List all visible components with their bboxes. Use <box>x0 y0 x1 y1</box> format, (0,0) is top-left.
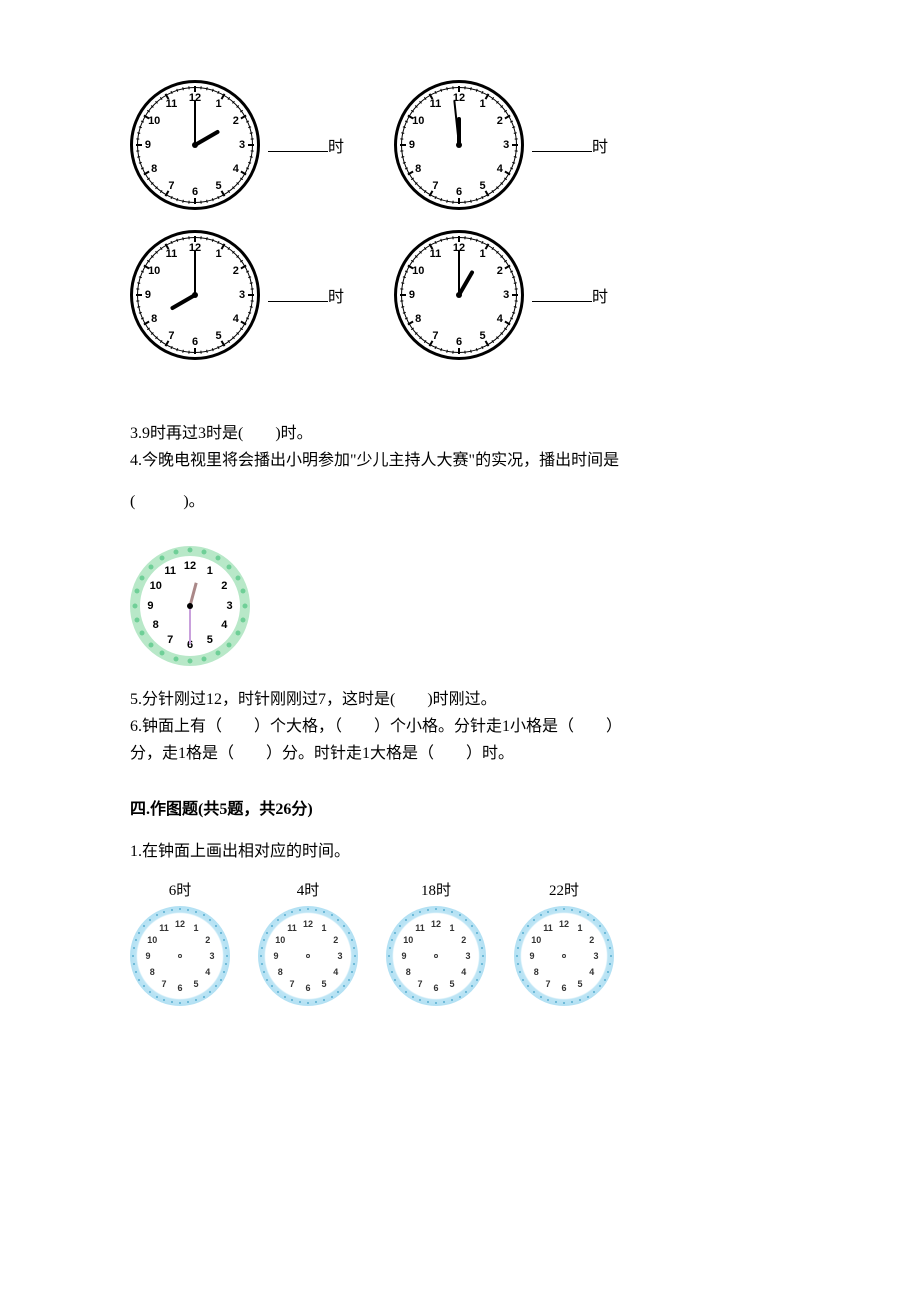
clock-answer-4: 时 <box>532 283 608 307</box>
clock-face-blue-4: 123456789101112 <box>514 906 614 1006</box>
clock-answer-3: 时 <box>268 283 344 307</box>
time-suffix: 时 <box>592 133 608 157</box>
time-suffix: 时 <box>592 283 608 307</box>
clock-answer-1: 时 <box>268 133 344 157</box>
answer-blank <box>532 138 592 152</box>
questions-block-2: 5.分针刚过12，时针刚刚过7，这时是( )时刚过。 6.钟面上有（ ）个大格，… <box>130 686 790 768</box>
draw-label-1: 6时 <box>169 879 192 900</box>
clock-cell-4: 123456789101112 时 <box>394 230 608 360</box>
draw-label-3: 18时 <box>421 879 451 900</box>
draw-cell-3: 18时 123456789101112 <box>386 879 486 1006</box>
clock-face-blue-2: 123456789101112 <box>258 906 358 1006</box>
clock-answer-2: 时 <box>532 133 608 157</box>
clock-row-2: 123456789101112 时 123456789101112 时 <box>130 230 790 360</box>
clock-face-green: 123456789101112 <box>130 546 250 666</box>
draw-label-2: 4时 <box>297 879 320 900</box>
question-4-line1: 4.今晚电视里将会播出小明参加"少儿主持人大赛"的实况，播出时间是 <box>130 447 790 474</box>
clock-face-blue-1: 123456789101112 <box>130 906 230 1006</box>
question-6-line1: 6.钟面上有（ ）个大格，（ ）个小格。分针走1小格是（ ） <box>130 713 790 740</box>
clock-face-bw-3: 123456789101112 <box>130 230 260 360</box>
section-4-header: 四.作图题(共5题，共26分) <box>130 795 790 819</box>
time-suffix: 时 <box>328 283 344 307</box>
clock-face-bw-4: 123456789101112 <box>394 230 524 360</box>
question-4-line2: ( )。 <box>130 488 790 515</box>
questions-block-1: 3.9时再过3时是( )时。 4.今晚电视里将会播出小明参加"少儿主持人大赛"的… <box>130 420 790 516</box>
clock-cell-1: 123456789101112 时 <box>130 80 344 210</box>
draw-cell-1: 6时 123456789101112 <box>130 879 230 1006</box>
answer-blank <box>268 138 328 152</box>
clock-cell-3: 123456789101112 时 <box>130 230 344 360</box>
draw-label-4: 22时 <box>549 879 579 900</box>
answer-blank <box>268 288 328 302</box>
question-5: 5.分针刚过12，时针刚刚过7，这时是( )时刚过。 <box>130 686 790 713</box>
draw-clock-row: 6时 123456789101112 4时 123456789101112 18… <box>130 879 790 1006</box>
clock-face-blue-3: 123456789101112 <box>386 906 486 1006</box>
time-suffix: 时 <box>328 133 344 157</box>
question-3: 3.9时再过3时是( )时。 <box>130 420 790 447</box>
answer-blank <box>532 288 592 302</box>
draw-cell-4: 22时 123456789101112 <box>514 879 614 1006</box>
clock-cell-2: 123456789101112 时 <box>394 80 608 210</box>
clock-row-1: 123456789101112 时 123456789101112 时 <box>130 80 790 210</box>
clock-face-bw-2: 123456789101112 <box>394 80 524 210</box>
section-4-q1: 1.在钟面上画出相对应的时间。 <box>130 837 790 861</box>
question-6-line2: 分，走1格是（ ）分。时针走1大格是（ ）时。 <box>130 740 790 767</box>
clock-face-bw-1: 123456789101112 <box>130 80 260 210</box>
draw-cell-2: 4时 123456789101112 <box>258 879 358 1006</box>
